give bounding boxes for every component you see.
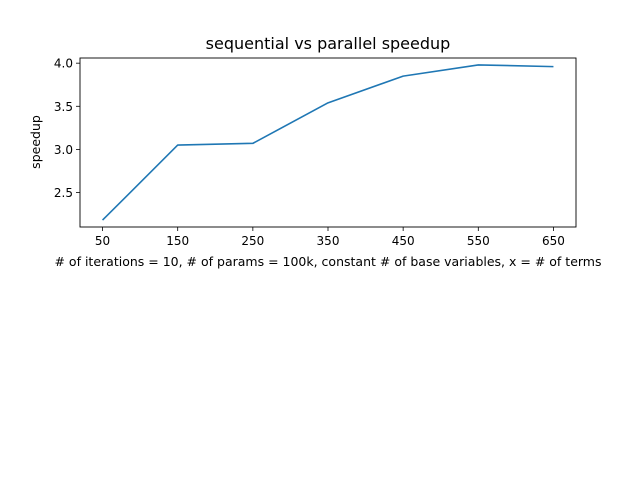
series-line: [101, 64, 554, 221]
y-axis-ticks: 2.5 3.0 3.5 4.0: [54, 57, 80, 200]
chart-title: sequential vs parallel speedup: [206, 34, 451, 53]
series-layer: [101, 64, 554, 221]
y-tick-label: 3.5: [54, 100, 73, 114]
plot-area-frame: [79, 57, 577, 228]
x-tick-label: 150: [166, 234, 189, 248]
x-tick-label: 450: [392, 234, 415, 248]
x-tick-label: 650: [542, 234, 565, 248]
x-axis-label: # of iterations = 10, # of params = 100k…: [54, 254, 601, 269]
y-tick-label: 4.0: [54, 57, 73, 71]
x-tick-label: 350: [317, 234, 340, 248]
x-tick-label: 550: [467, 234, 490, 248]
x-axis-ticks: 50 150 250 350 450 550 650: [95, 227, 565, 248]
x-tick-label: 250: [241, 234, 264, 248]
y-tick-label: 3.0: [54, 143, 73, 157]
x-tick-label: 50: [95, 234, 110, 248]
y-axis-label: speedup: [28, 115, 43, 169]
y-tick-label: 2.5: [54, 186, 73, 200]
